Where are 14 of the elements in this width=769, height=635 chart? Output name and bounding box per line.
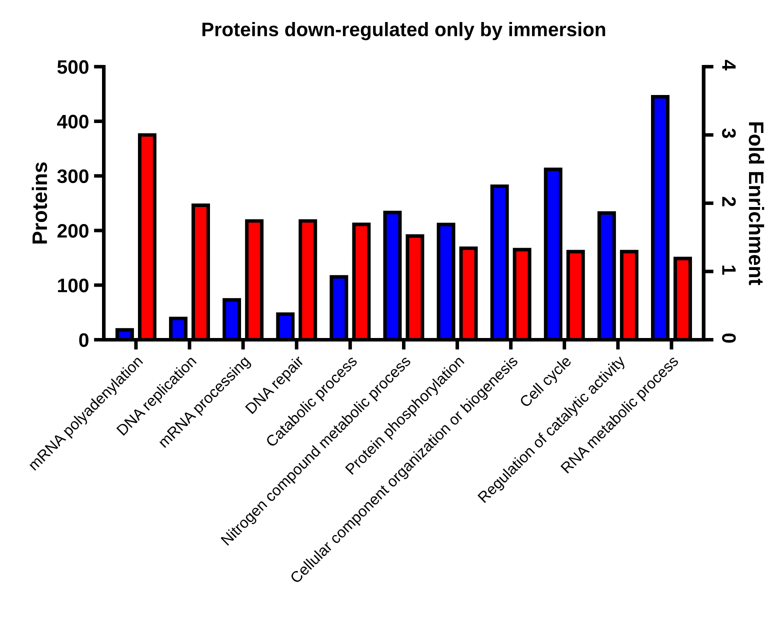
y-tick-label: 0 <box>79 333 88 347</box>
y-tick-label: 100 <box>58 278 88 292</box>
y-axis-title: Proteins <box>32 162 48 244</box>
y-tick-label: 400 <box>57 114 88 129</box>
y-tick-label: 200 <box>57 224 88 238</box>
y2-tick-label: 1 <box>722 266 736 275</box>
chart-title: Proteins down-regulated only by immersion <box>202 22 606 40</box>
y2-tick-label: 2 <box>722 196 736 206</box>
y2-tick-label: 4 <box>722 60 736 70</box>
y-tick-label: 500 <box>57 60 88 74</box>
y2-tick-label: 0 <box>722 333 736 343</box>
y2-axis-title: Fold Enrichment <box>748 122 764 286</box>
y-tick-label: 300 <box>57 169 88 184</box>
y2-tick-label: 3 <box>722 128 736 138</box>
